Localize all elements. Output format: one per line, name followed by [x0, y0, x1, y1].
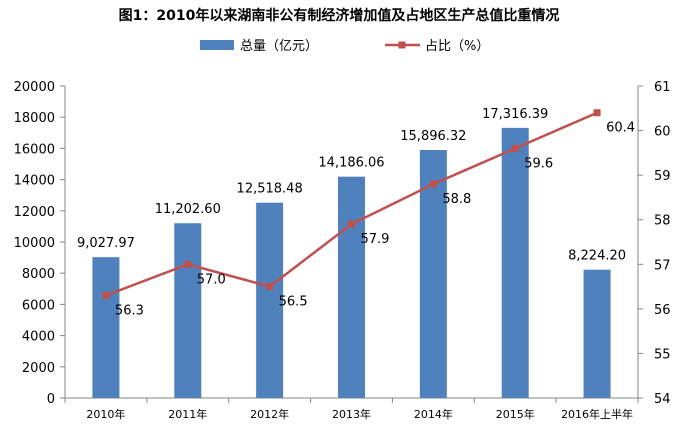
- bar-value-label: 15,896.32: [400, 129, 466, 144]
- left-tick-label: 2000: [22, 361, 55, 376]
- left-tick-label: 10000: [14, 236, 55, 251]
- right-tick-label: 54: [654, 392, 671, 407]
- left-tick-label: 16000: [14, 142, 55, 157]
- left-tick-label: 6000: [22, 298, 55, 313]
- bar-value-label: 12,518.48: [237, 182, 303, 197]
- legend-line-label: 占比（%）: [425, 39, 489, 54]
- bar: [338, 176, 365, 398]
- right-tick-label: 57: [654, 258, 671, 273]
- right-tick-label: 61: [654, 80, 671, 95]
- line-value-label: 58.8: [442, 192, 471, 207]
- axes: 0 2000 4000 6000 8000 10000 12000 14000 16000 180…: [14, 80, 671, 421]
- line-value-label: 59.6: [524, 156, 553, 171]
- line-point: [266, 283, 274, 291]
- bar: [501, 127, 529, 398]
- line-value-label: 56.5: [279, 295, 308, 310]
- x-tick-label: 2013年: [332, 407, 371, 421]
- right-tick-label: 55: [654, 347, 671, 362]
- line-value-label: 56.3: [115, 303, 144, 318]
- x-tick-label: 2016年上半年: [561, 407, 633, 421]
- bar-series: [92, 127, 611, 398]
- bar-value-label: 14,186.06: [318, 156, 384, 171]
- x-tick-label: 2012年: [250, 407, 289, 421]
- x-tick-label: 2010年: [86, 407, 125, 421]
- left-tick-label: 8000: [22, 267, 55, 282]
- data-labels: 9,027.97 11,202.60 12,518.48 14,186.06 15,89…: [77, 107, 635, 319]
- bar: [256, 202, 284, 398]
- legend-bar-label: 总量（亿元）: [240, 39, 318, 54]
- x-tick-label: 2014年: [414, 407, 453, 421]
- bar-value-label: 17,316.39: [482, 107, 548, 122]
- x-tick-label: 2011年: [168, 407, 207, 421]
- legend: 总量（亿元） 占比（%）: [200, 39, 489, 54]
- legend-line-marker: [398, 41, 406, 49]
- left-tick-label: 4000: [22, 330, 55, 345]
- line-point: [511, 144, 519, 152]
- line-value-label: 57.9: [361, 232, 390, 247]
- line-point: [593, 109, 601, 117]
- right-tick-label: 60: [654, 125, 671, 140]
- right-tick-label: 59: [654, 169, 671, 184]
- left-tick-label: 20000: [14, 80, 55, 95]
- right-tick-label: 56: [654, 303, 671, 318]
- bar: [419, 150, 447, 398]
- chart-title: 图1：2010年以来湖南非公有制经济增加值及占地区生产总值比重情况: [119, 7, 560, 24]
- bar-value-label: 9,027.97: [77, 236, 135, 251]
- bar: [583, 269, 611, 398]
- line-value-label: 60.4: [606, 121, 635, 136]
- line-point: [348, 220, 355, 228]
- bar-value-label: 11,202.60: [155, 202, 221, 217]
- bar: [92, 257, 120, 398]
- left-tick-label: 0: [47, 392, 55, 407]
- bar: [174, 223, 202, 398]
- line-point: [429, 180, 437, 188]
- left-tick-label: 18000: [14, 111, 55, 126]
- legend-bar-swatch: [200, 40, 234, 50]
- x-tick-label: 2015年: [496, 407, 535, 421]
- line-point: [102, 291, 110, 299]
- left-tick-label: 14000: [14, 174, 55, 189]
- right-tick-label: 58: [654, 214, 671, 229]
- bar-value-label: 8,224.20: [568, 249, 626, 264]
- left-tick-label: 12000: [14, 205, 55, 220]
- line-series: [102, 109, 601, 299]
- line-point: [184, 260, 192, 268]
- line-value-label: 57.0: [197, 272, 226, 287]
